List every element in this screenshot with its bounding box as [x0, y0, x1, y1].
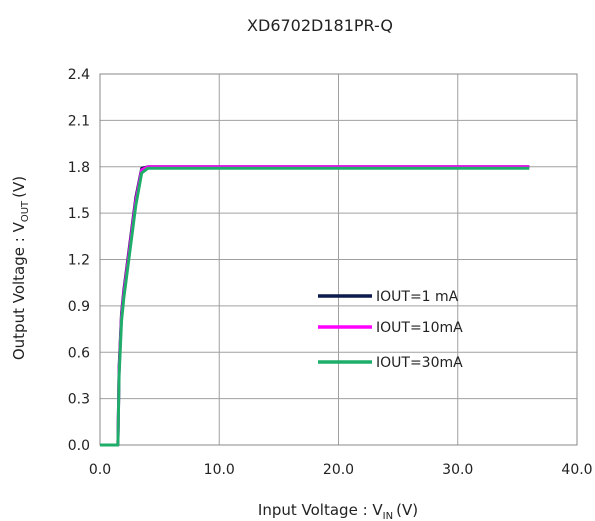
x-axis-label: Input Voltage : VIN (V) [258, 501, 418, 521]
y-axis-label-sub: OUT [20, 200, 31, 222]
y-tick-label: 1.5 [68, 206, 90, 222]
y-axis-label-unit: (V) [10, 176, 28, 198]
legend-label-iout-30ma: IOUT=30mA [376, 355, 463, 371]
x-axis-label-sub: IN [383, 511, 393, 521]
x-tick-label: 10.0 [204, 462, 235, 478]
y-tick-label: 0.0 [68, 438, 90, 454]
y-tick-labels: 0.0 0.3 0.6 0.9 1.2 1.5 1.8 2.1 2.4 [68, 67, 90, 454]
y-tick-label: 0.3 [68, 392, 90, 408]
y-axis-label: Output Voltage : VOUT (V) [10, 176, 31, 360]
series-lines [100, 165, 530, 447]
y-tick-label: 1.2 [68, 253, 90, 269]
x-axis-label-text: Input Voltage : V [258, 501, 383, 519]
x-axis-label-unit: (V) [396, 501, 418, 519]
legend: IOUT=1 mA IOUT=10mA IOUT=30mA [318, 289, 463, 371]
x-tick-label: 30.0 [442, 462, 473, 478]
x-tick-labels: 0.0 10.0 20.0 30.0 40.0 [89, 462, 593, 478]
y-tick-label: 0.9 [68, 299, 90, 315]
grid-lines [99, 73, 578, 446]
y-tick-label: 1.8 [68, 160, 90, 176]
legend-label-iout-10ma: IOUT=10mA [376, 320, 463, 336]
y-tick-label: 0.6 [68, 345, 90, 361]
x-tick-label: 40.0 [561, 462, 592, 478]
chart-title: XD6702D181PR-Q [247, 16, 393, 35]
y-tick-label: 2.4 [68, 67, 90, 83]
y-tick-label: 2.1 [68, 113, 90, 129]
plot-frame [99, 73, 578, 446]
legend-label-iout-1ma: IOUT=1 mA [376, 289, 459, 305]
x-tick-label: 20.0 [323, 462, 354, 478]
series-line-iout-30ma [100, 166, 530, 447]
y-axis-label-text: Output Voltage : V [10, 221, 28, 360]
x-tick-label: 0.0 [89, 462, 111, 478]
